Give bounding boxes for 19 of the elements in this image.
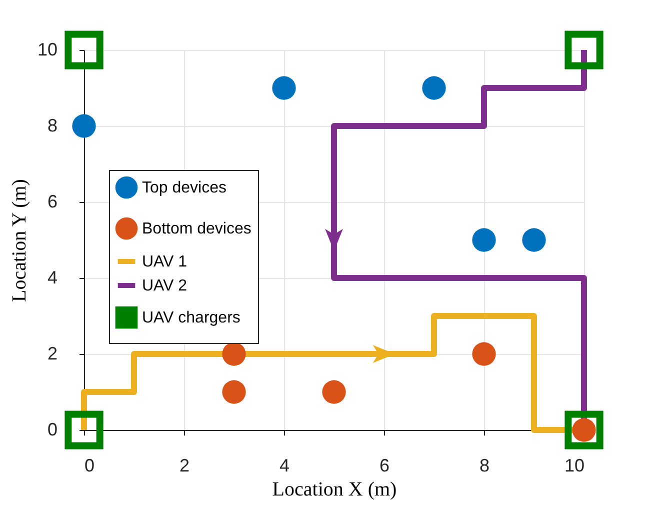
legend-label: UAV chargers	[142, 310, 240, 326]
y-tick-label: 4	[47, 268, 58, 288]
y-tick-label: 10	[37, 40, 58, 60]
x-tick-label: 6	[379, 456, 390, 476]
legend-label: UAV 2	[142, 278, 188, 294]
y-tick-label: 6	[47, 192, 58, 212]
x-tick-label: 0	[84, 456, 95, 476]
x-tick-label: 8	[479, 456, 490, 476]
y-tick-label: 2	[47, 344, 58, 364]
x-axis-title: Location X (m)	[272, 478, 397, 500]
legend-label: UAV 1	[142, 254, 188, 270]
x-tick-label: 4	[279, 456, 290, 476]
legend-label: Bottom devices	[142, 220, 252, 238]
y-axis-title: Location Y (m)	[8, 179, 30, 302]
y-tick-label: 0	[47, 420, 58, 440]
y-tick-label: 8	[47, 116, 58, 136]
x-tick-label: 2	[179, 456, 190, 476]
x-tick-label: 10	[564, 456, 584, 476]
legend-label: Top devices	[142, 180, 226, 196]
